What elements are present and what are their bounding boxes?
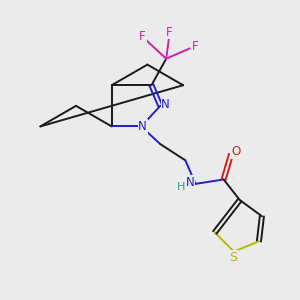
Text: H: H [177, 182, 186, 192]
Text: N: N [186, 176, 195, 189]
Text: F: F [192, 40, 198, 53]
Text: N: N [161, 98, 170, 111]
Text: F: F [166, 26, 172, 39]
Text: N: N [138, 120, 147, 133]
Text: F: F [139, 30, 146, 43]
Text: S: S [229, 251, 237, 264]
Text: O: O [232, 145, 241, 158]
